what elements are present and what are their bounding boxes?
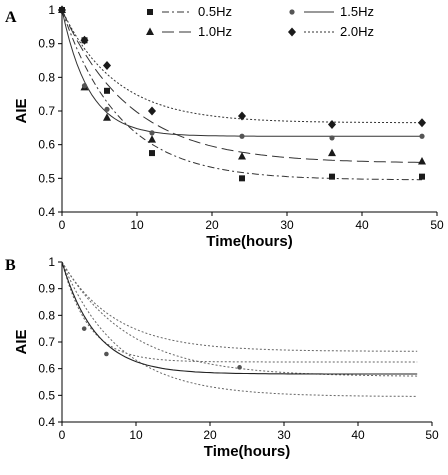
panel-b-data-point-2 — [237, 365, 242, 370]
panel-a-series-1-0hz-marker-6 — [418, 157, 426, 165]
panel-a-series-2-0hz-marker-5 — [328, 119, 336, 129]
panel-a-x-axis-label: Time(hours) — [206, 233, 292, 250]
panel-a-x-tick-label: 20 — [205, 218, 219, 232]
panel-b-data-point-0 — [81, 326, 87, 331]
panel-b-y-tick-label: 0.9 — [38, 282, 55, 296]
panel-b-dotted-fit-2 — [61, 261, 418, 377]
legend-item-2-0hz-label: 2.0Hz — [340, 24, 374, 39]
legend-item-1-0hz-label: 1.0Hz — [198, 24, 232, 39]
panel-a-x-tick-label: 30 — [280, 218, 294, 232]
panel-b-x-tick-label: 40 — [351, 428, 365, 442]
panel-a-y-tick-label: 1 — [48, 3, 55, 17]
panel-b-dotted-fit-0 — [61, 261, 418, 352]
legend-item-0-5hz-label: 0.5Hz — [198, 4, 232, 19]
legend-item-1-5hz-label: 1.5Hz — [340, 4, 374, 19]
panel-a-y-tick-label: 0.6 — [38, 138, 55, 152]
panel-a-y-tick-label: 0.4 — [38, 205, 55, 219]
panel-b-y-tick-label: 0.8 — [38, 308, 55, 322]
panel-a-series-1-0hz-marker-5 — [328, 148, 336, 157]
panel-a-series-0-5hz-marker-4 — [239, 175, 245, 182]
panel-a-series-1-5hz-marker-5 — [329, 135, 335, 141]
panel-a-label: A — [5, 9, 17, 26]
panel-a-x-tick-label: 10 — [130, 218, 144, 232]
panel-a-series-2-0hz-marker-0 — [58, 5, 66, 15]
panel-a-x-tick-label: 0 — [59, 218, 66, 232]
panel-a-series-0-5hz-fit-line — [61, 9, 422, 181]
panel-a-series-1-0hz-marker-3 — [148, 135, 156, 143]
panel-a-y-tick-label: 0.5 — [38, 171, 55, 185]
panel-a-series-1-0hz-marker-4 — [238, 151, 246, 160]
panel-a-x-tick-label: 40 — [355, 218, 369, 232]
panel-b-x-tick-label: 10 — [129, 428, 143, 442]
panel-a-series-2-0hz-marker-3 — [148, 106, 156, 116]
panel-b-dotted-fit-3 — [61, 261, 418, 397]
panel-b-x-tick-label: 0 — [59, 428, 66, 442]
panel-b-y-tick-label: 0.7 — [38, 335, 55, 349]
panel-a-series-1-0hz-marker-2 — [103, 113, 111, 121]
panel-b-y-axis-label: AIE — [13, 329, 30, 354]
panel-b-label: B — [5, 257, 16, 274]
panel-b-data-point-1 — [104, 351, 109, 357]
panel-b-y-tick-label: 0.4 — [38, 415, 55, 429]
legend-item-1-0hz-marker-0 — [146, 27, 154, 35]
panel-b-y-tick-label: 0.6 — [38, 362, 55, 376]
panel-a-series-0-5hz-marker-2 — [104, 87, 110, 94]
panel-a-series-1-5hz-marker-6 — [419, 133, 425, 139]
panel-a-series-0-5hz-marker-3 — [149, 150, 155, 157]
panel-a-series-2-0hz-fit-line — [61, 9, 422, 124]
panel-a-y-axis-label: AIE — [13, 98, 30, 123]
panel-a-series-1-5hz-marker-3 — [149, 130, 155, 136]
panel-a-y-tick-label: 0.8 — [38, 70, 55, 84]
panel-a-y-tick-label: 0.9 — [38, 37, 55, 51]
panel-b-x-tick-label: 20 — [203, 428, 217, 442]
panel-a-x-tick-label: 50 — [430, 218, 444, 232]
panel-a-y-tick-label: 0.7 — [38, 104, 55, 118]
panel-a-series-0-5hz-marker-5 — [329, 173, 335, 180]
panel-a-series-2-0hz-marker-1 — [80, 35, 89, 45]
panel-b-solid-fit — [61, 261, 418, 375]
panel-a-series-2-0hz-marker-4 — [238, 111, 246, 121]
panel-b-x-tick-label: 30 — [277, 428, 291, 442]
panel-b-y-tick-label: 0.5 — [38, 388, 55, 402]
legend-item-2-0hz-marker-0 — [288, 27, 296, 37]
panel-a-series-1-5hz-marker-2 — [104, 106, 110, 112]
panel-a-series-1-5hz-marker-4 — [239, 133, 245, 139]
panel-b-x-axis-label: Time(hours) — [204, 443, 290, 460]
legend-item-1-5hz-marker-0 — [289, 9, 295, 15]
panel-b-x-tick-label: 50 — [425, 428, 439, 442]
panel-a-series-2-0hz-marker-6 — [418, 118, 426, 128]
panel-a-series-0-5hz-marker-6 — [419, 173, 425, 180]
panel-a-series-1-5hz-marker-1 — [81, 83, 88, 89]
panel-b-dotted-fit-1 — [61, 261, 418, 363]
panel-a-series-2-0hz-marker-2 — [103, 61, 111, 71]
panel-b-y-tick-label: 1 — [48, 255, 55, 269]
legend-item-0-5hz-marker-0 — [147, 9, 153, 15]
